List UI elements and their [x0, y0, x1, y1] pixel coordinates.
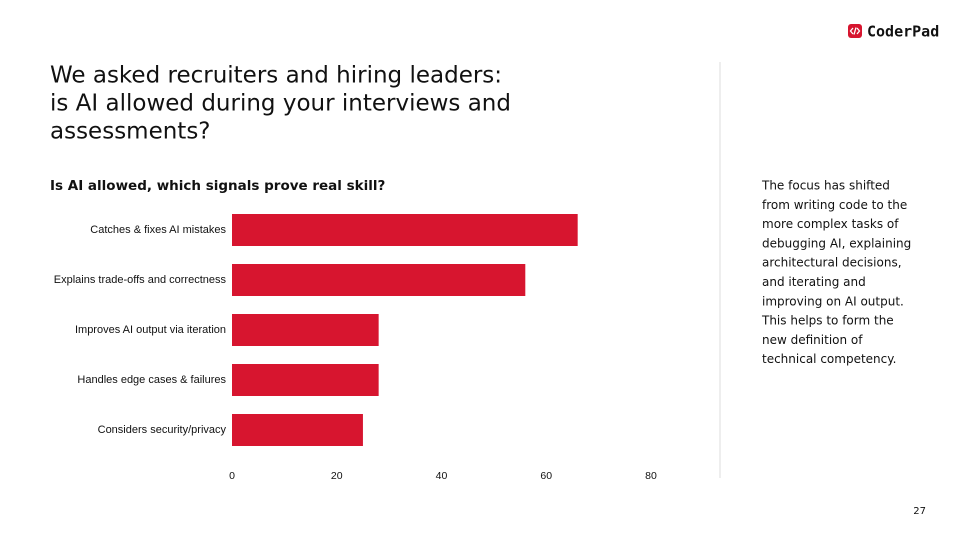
note-line: and iterating and: [762, 275, 866, 289]
note-line: debugging AI, explaining: [762, 236, 911, 250]
note-line: more complex tasks of: [762, 217, 899, 231]
x-tick-label: 0: [229, 470, 235, 482]
note-line: architectural decisions,: [762, 256, 902, 270]
bar: [232, 414, 363, 446]
page-number: 27: [913, 506, 926, 517]
y-tick-label: Catches & fixes AI mistakes: [90, 224, 226, 236]
note-line: improving on AI output.: [762, 294, 904, 308]
note-line: The focus has shifted: [761, 179, 890, 193]
x-tick-label: 40: [436, 470, 448, 482]
note-line: from writing code to the: [762, 198, 907, 212]
bar: [232, 264, 526, 296]
headline-line: We asked recruiters and hiring leaders:: [50, 63, 502, 89]
headline: We asked recruiters and hiring leaders:i…: [50, 63, 511, 145]
y-tick-label: Explains trade-offs and correctness: [54, 274, 227, 286]
bar: [232, 214, 578, 246]
note-line: technical competency.: [762, 352, 896, 366]
brand-name: CoderPad: [867, 23, 939, 41]
note-line: new definition of: [762, 333, 863, 347]
x-tick-label: 80: [645, 470, 657, 482]
note-line: This helps to form the: [761, 314, 894, 328]
note: The focus has shifted from writing code t…: [761, 179, 911, 367]
y-tick-label: Handles edge cases & failures: [77, 374, 226, 386]
x-tick-label: 20: [331, 470, 343, 482]
bar: [232, 364, 379, 396]
chart-title: Is AI allowed, which signals prove real …: [50, 178, 385, 194]
headline-line: assessments?: [50, 119, 211, 145]
x-tick-label: 60: [540, 470, 552, 482]
y-tick-label: Considers security/privacy: [98, 424, 227, 436]
bar: [232, 314, 379, 346]
logo-glyph: [849, 27, 861, 35]
y-tick-label: Improves AI output via iteration: [75, 324, 226, 336]
headline-line: is AI allowed during your interviews and: [50, 91, 511, 117]
logo: CoderPad: [848, 23, 939, 41]
